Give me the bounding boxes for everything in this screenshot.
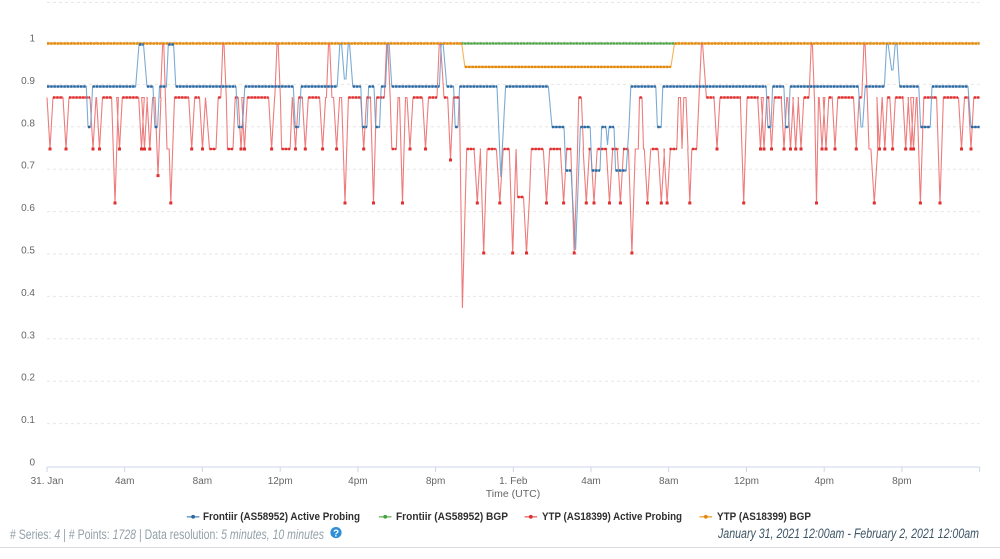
svg-text:0.1: 0.1	[21, 415, 35, 426]
svg-text:0.8: 0.8	[21, 118, 35, 129]
svg-text:?: ?	[333, 529, 339, 540]
svg-text:0.4: 0.4	[21, 288, 35, 299]
svg-text:0: 0	[29, 458, 35, 469]
svg-text:4pm: 4pm	[348, 476, 367, 487]
svg-text:Time (UTC): Time (UTC)	[486, 488, 540, 500]
svg-text:January 31, 2021 12:00am - Feb: January 31, 2021 12:00am - February 2, 2…	[717, 526, 979, 541]
svg-text:0.2: 0.2	[21, 373, 35, 384]
svg-text:4pm: 4pm	[814, 476, 833, 487]
svg-text:12pm: 12pm	[734, 476, 759, 487]
svg-text:12pm: 12pm	[268, 476, 293, 487]
svg-text:1: 1	[29, 34, 35, 45]
svg-text:0.7: 0.7	[21, 161, 35, 172]
svg-text:YTP (AS18399) BGP: YTP (AS18399) BGP	[717, 511, 811, 523]
svg-text:8am: 8am	[659, 476, 678, 487]
svg-text:Frontiir (AS58952) BGP: Frontiir (AS58952) BGP	[396, 511, 508, 523]
svg-text:4am: 4am	[115, 476, 134, 487]
svg-text:YTP (AS18399) Active Probing: YTP (AS18399) Active Probing	[542, 511, 682, 523]
svg-text:31. Jan: 31. Jan	[31, 476, 64, 487]
svg-text:8pm: 8pm	[892, 476, 911, 487]
svg-text:8am: 8am	[193, 476, 212, 487]
svg-text:Frontiir (AS58952) Active Prob: Frontiir (AS58952) Active Probing	[203, 511, 360, 523]
svg-text:0.5: 0.5	[21, 246, 35, 257]
svg-text:0.3: 0.3	[21, 330, 35, 341]
svg-text:0.9: 0.9	[21, 76, 35, 87]
svg-text:1. Feb: 1. Feb	[499, 476, 528, 487]
svg-text:4am: 4am	[581, 476, 600, 487]
svg-text:8pm: 8pm	[426, 476, 445, 487]
svg-text:# Series: 4 | # Points: 1728 |: # Series: 4 | # Points: 1728 | Data reso…	[10, 527, 324, 542]
svg-text:0.6: 0.6	[21, 203, 35, 214]
